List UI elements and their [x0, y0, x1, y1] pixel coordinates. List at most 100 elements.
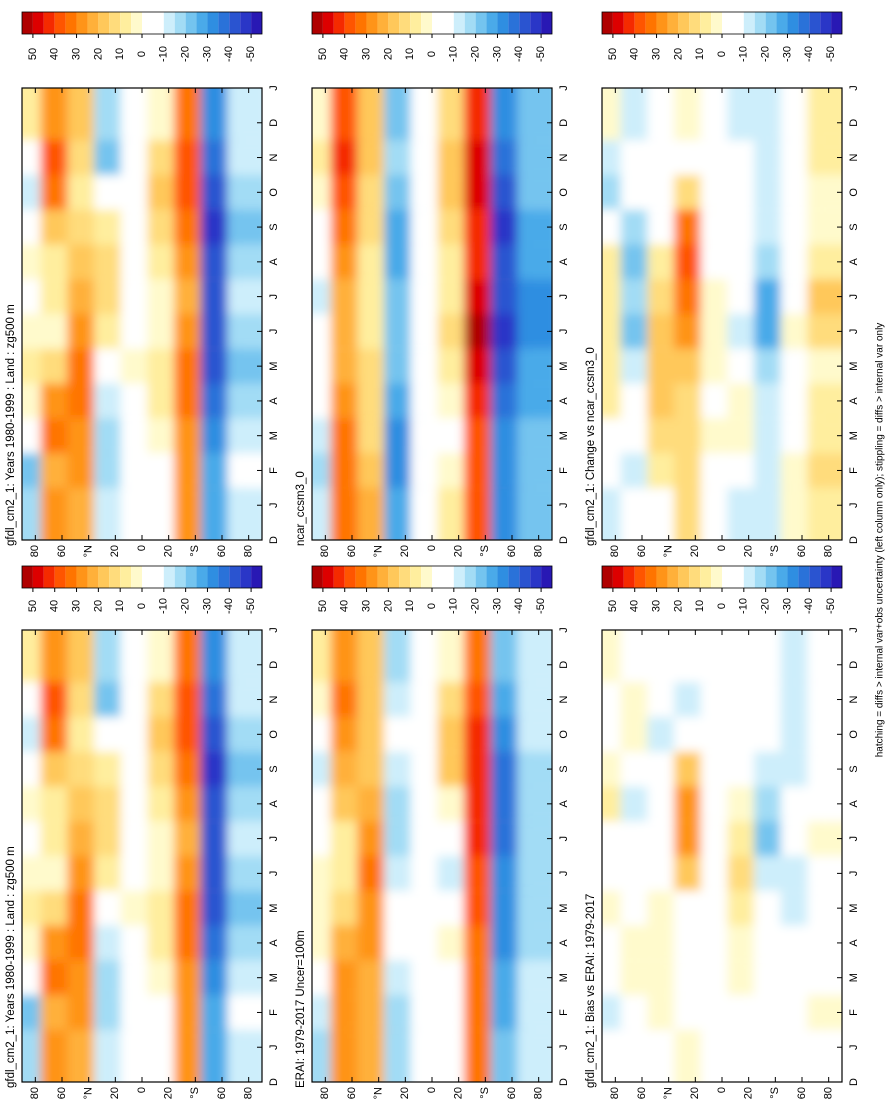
x-tick-label: J — [558, 294, 570, 300]
colorbar-tick-label: -30 — [781, 598, 793, 614]
x-tick-label: A — [848, 800, 860, 808]
colorbar-tick-label: 10 — [694, 600, 706, 612]
colorbar-box — [656, 566, 668, 588]
field-cell — [807, 786, 842, 822]
y-tick-label: 60 — [636, 545, 648, 557]
field-cell — [227, 313, 262, 349]
colorbar-tick-label: -30 — [491, 598, 503, 614]
x-tick-label: J — [268, 836, 280, 842]
y-tick-label: 80 — [533, 1087, 545, 1099]
x-tick-label: S — [848, 223, 860, 230]
field-clip — [312, 88, 552, 540]
x-tick-label: J — [848, 871, 860, 877]
panel: ERAI: 1979-2017 Uncer=100m D J F M A M J J A S O N D J… — [295, 565, 570, 1099]
colorbar-box — [185, 12, 197, 34]
colorbar-tick-label: 50 — [607, 600, 619, 612]
field-cell — [807, 995, 842, 1030]
colorbar-tick-label: 40 — [49, 600, 61, 612]
x-tick-label: A — [848, 258, 860, 266]
colorbar-box — [218, 566, 230, 588]
x-tick-label: S — [848, 765, 860, 772]
field-clip — [602, 88, 842, 540]
x-tick-label: J — [268, 85, 280, 91]
colorbar-box — [508, 566, 520, 588]
x-tick-label: M — [558, 431, 570, 440]
field-cell — [517, 925, 552, 961]
y-tick-label: 60 — [346, 545, 358, 557]
colorbar-tick-label: -20 — [180, 46, 192, 62]
colorbar-tick-label: -10 — [158, 598, 170, 614]
colorbar-box — [229, 566, 241, 588]
colorbar-tick-label: 0 — [136, 51, 148, 57]
y-tick-label: °N — [663, 1087, 675, 1099]
field-cell — [227, 855, 262, 891]
colorbar-tick-label: 50 — [317, 48, 329, 60]
colorbar-box — [109, 566, 121, 588]
colorbar-box — [142, 12, 153, 34]
colorbar-box — [163, 566, 175, 588]
landscape-figure: hatching = diffs > internal var+obs unce… — [5, 11, 886, 1099]
x-tick-label: M — [848, 973, 860, 982]
colorbar-box — [722, 12, 733, 34]
field-cell — [807, 890, 842, 926]
colorbar-box — [820, 566, 832, 588]
x-tick-label: J — [558, 836, 570, 842]
colorbar-box — [163, 12, 175, 34]
colorbar-tick-label: 40 — [629, 600, 641, 612]
colorbar-tick-label: -10 — [448, 598, 460, 614]
colorbar-box — [54, 12, 66, 34]
x-tick-label: O — [848, 188, 860, 197]
x-tick-label: D — [268, 119, 280, 127]
x-tick-label: D — [268, 536, 280, 544]
y-tick-label: 80 — [823, 545, 835, 557]
x-tick-label: J — [268, 627, 280, 633]
colorbar-box — [410, 566, 422, 588]
field-cell — [807, 716, 842, 752]
y-tick-label: 60 — [506, 1087, 518, 1099]
colorbar-box — [87, 566, 99, 588]
y-tick-label: 20 — [689, 545, 701, 557]
field-cell — [227, 209, 262, 245]
colorbar-box — [98, 12, 110, 34]
field-cell — [227, 716, 262, 752]
colorbar-box — [240, 12, 252, 34]
colorbar-box — [776, 12, 788, 34]
colorbar-box — [251, 12, 263, 34]
colorbar-box — [787, 12, 799, 34]
colorbar-box — [32, 566, 44, 588]
y-tick-label: 20 — [453, 1087, 465, 1099]
field-cell — [227, 821, 262, 856]
colorbar-box — [541, 566, 552, 588]
colorbar-tick-label: 30 — [360, 48, 372, 60]
colorbar-box — [312, 12, 323, 34]
field — [602, 88, 842, 540]
colorbar-box — [820, 12, 832, 34]
colorbar-box — [322, 12, 334, 34]
x-tick-label: A — [268, 939, 280, 947]
colorbar-box — [689, 12, 701, 34]
field-cell — [807, 960, 842, 996]
colorbar-tick-label: 20 — [92, 48, 104, 60]
colorbar-box — [508, 12, 520, 34]
field-cell — [227, 453, 262, 488]
colorbar-box — [22, 12, 33, 34]
colorbar-tick-label: -20 — [760, 46, 772, 62]
x-tick-label: M — [558, 973, 570, 982]
x-tick-label: D — [268, 1078, 280, 1086]
colorbar-box — [464, 12, 476, 34]
colorbar-box — [229, 12, 241, 34]
y-tick-label: °N — [373, 545, 385, 557]
x-tick-label: J — [848, 502, 860, 508]
colorbar-tick-label: -50 — [535, 598, 547, 614]
colorbar-tick-label: -10 — [738, 46, 750, 62]
field-cell — [517, 140, 552, 175]
field-cell — [227, 348, 262, 384]
colorbar-box — [519, 566, 531, 588]
colorbar-tick-label: 40 — [49, 48, 61, 60]
y-tick-label: 80 — [29, 1087, 41, 1099]
colorbar-box — [689, 566, 701, 588]
y-tick-label: 80 — [609, 1087, 621, 1099]
colorbar-box — [196, 12, 208, 34]
x-tick-label: F — [848, 1009, 860, 1016]
x-tick-label: N — [558, 696, 570, 704]
